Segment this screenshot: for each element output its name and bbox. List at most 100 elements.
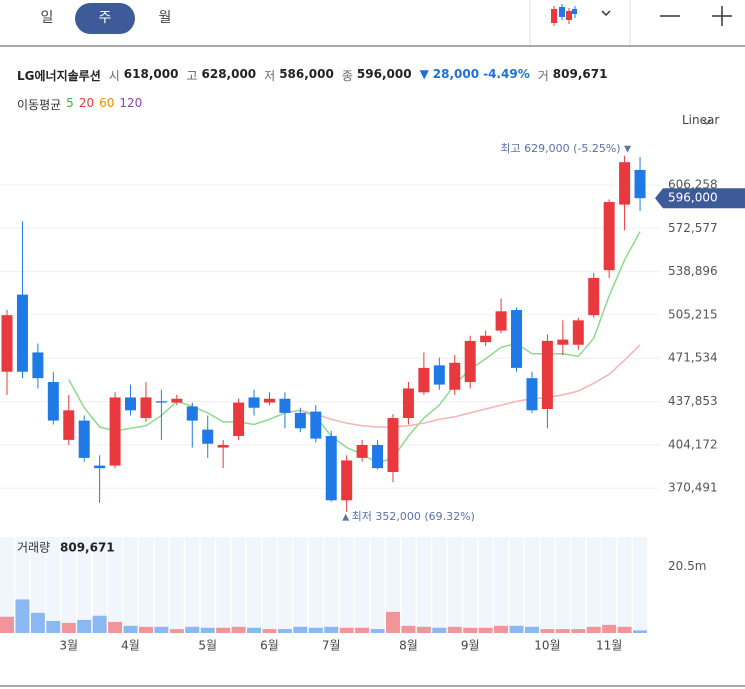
y-tick-label: 471,534 — [668, 351, 718, 365]
candle-body — [449, 362, 461, 390]
volume-bar — [277, 629, 292, 633]
value: 586,000 — [279, 67, 334, 81]
candle-body — [464, 340, 476, 383]
volume-column-bg — [154, 537, 169, 633]
price-badge-label: 596,000 — [668, 191, 718, 205]
volume-bar — [586, 626, 601, 633]
tab[interactable]: 월 — [159, 10, 172, 26]
tab[interactable]: 일 — [41, 10, 54, 26]
dropdown[interactable] — [601, 10, 611, 17]
volume-column-bg — [571, 537, 586, 633]
candle-body — [541, 340, 553, 410]
volume-column-bg — [432, 537, 447, 633]
volume-column-bg — [277, 537, 292, 633]
candle-body — [372, 445, 384, 469]
change-pct: -4.49% — [483, 67, 530, 81]
candle-body — [387, 418, 399, 473]
label: 거 — [537, 69, 549, 83]
candle-body — [16, 294, 28, 372]
volume-column-bg — [463, 537, 478, 633]
volume-column-bg — [108, 537, 123, 633]
volume-column-bg — [324, 537, 339, 633]
candle-body — [78, 420, 90, 458]
candle-body — [248, 397, 260, 408]
candle-body — [480, 335, 492, 343]
tab[interactable]: 주 — [99, 10, 112, 26]
candle-body — [1, 315, 13, 372]
candle-body — [32, 352, 44, 379]
candle-body — [526, 378, 538, 411]
x-tick-label: 5월 — [198, 639, 217, 653]
tab-highlight — [75, 3, 135, 34]
volume-column-bg — [633, 537, 648, 633]
candle-body — [356, 445, 368, 458]
volume-column-bg — [30, 537, 45, 633]
volume-column-bg — [416, 537, 431, 633]
x-tick-label: 8월 — [399, 639, 418, 653]
volume-column-bg — [478, 537, 493, 633]
volume-column-bg — [602, 537, 617, 633]
volume-column-bg — [401, 537, 416, 633]
ma-period: 60 — [99, 96, 115, 110]
ma-title: 이동평균 — [17, 98, 62, 112]
volume-bar — [555, 629, 570, 633]
plot: 606,258 572,577 538,896 505,215 471,534 437,8… — [0, 142, 745, 653]
volume-column-bg — [339, 537, 354, 633]
volume-bar — [509, 625, 524, 633]
volume-bar — [185, 626, 200, 633]
ma-period: 120 — [119, 96, 143, 110]
volume-column-bg — [355, 537, 370, 633]
x-tick-label: 10월 — [534, 639, 560, 653]
stock-name: LG에너지솔루션 — [17, 69, 101, 83]
volume-bar — [61, 622, 76, 633]
volume-total: 809,671 — [60, 541, 115, 555]
x-tick-label: 11월 — [596, 639, 622, 653]
ma-line — [300, 344, 641, 428]
volume-column-bg — [138, 537, 153, 633]
scale-dropdown[interactable] — [702, 119, 712, 125]
candle-body — [171, 398, 183, 403]
volume-column-bg — [92, 537, 107, 633]
volume-bar — [602, 624, 617, 633]
volume-bar — [308, 627, 323, 633]
volume-column-bg — [231, 537, 246, 633]
ma-legend: 이동평균 5 20 60 120 — [17, 96, 142, 113]
volume-bar — [386, 611, 400, 633]
candle-body — [310, 411, 322, 439]
volume-bar — [30, 612, 45, 633]
candle-body — [109, 397, 121, 466]
volume-column-bg — [370, 537, 385, 633]
volume-bar — [77, 619, 92, 633]
volume-bar — [524, 626, 539, 633]
volume-column-bg — [540, 537, 555, 633]
candle-body — [294, 412, 306, 429]
volume-column-bg — [509, 537, 524, 633]
volume-column-bg — [447, 537, 462, 633]
volume-bar — [432, 627, 447, 633]
volume-column-bg — [216, 537, 231, 633]
candle-body — [325, 436, 337, 501]
volume-column-bg — [247, 537, 262, 633]
scale-select[interactable]: Linear — [682, 113, 720, 127]
x-tick-label: 4월 — [121, 639, 140, 653]
volume-bar — [617, 626, 632, 633]
volume-column-bg — [293, 537, 308, 633]
x-tick-label: 9월 — [461, 639, 480, 653]
volume-column-bg — [123, 537, 138, 633]
volume-column-bg — [386, 537, 400, 633]
volume-bar — [138, 626, 153, 633]
label: 시 — [108, 69, 120, 83]
volume-tick-label: 20.5m — [668, 559, 706, 573]
volume-column-bg — [494, 537, 509, 633]
volume-bar — [478, 627, 493, 633]
x-tick-label: 3월 — [59, 639, 78, 653]
zoom-in[interactable] — [712, 6, 732, 26]
volume-bar — [15, 599, 30, 633]
chart-type-icon[interactable] — [551, 4, 577, 26]
volume-column-bg — [0, 537, 14, 633]
candle-body — [47, 382, 59, 421]
price-badge — [655, 188, 745, 209]
volume-column-bg — [200, 537, 215, 633]
candle-body — [418, 367, 430, 393]
